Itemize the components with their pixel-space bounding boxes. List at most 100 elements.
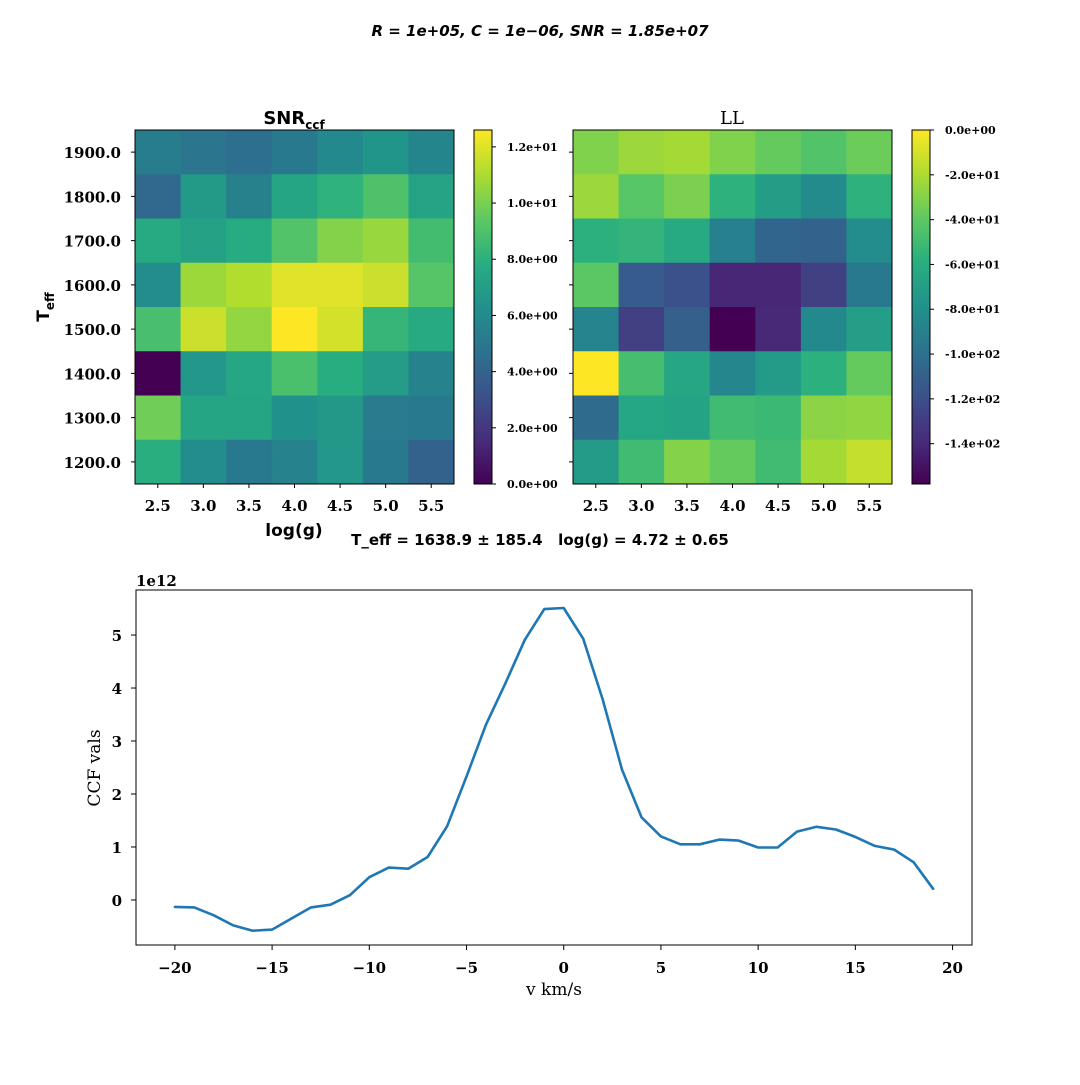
y-tick-label: 1600.0 (64, 277, 121, 295)
heatmap-cell (226, 174, 273, 219)
heatmap-cell (180, 130, 227, 175)
heatmap-cell (226, 395, 273, 441)
ll-colorbar-ticks: 0.0e+00 -2.0e+01 -4.0e+01 -6.0e+01 -8.0e+01 -… (930, 124, 1000, 451)
y-tick-label: 3 (112, 733, 122, 751)
heatmap-cell (800, 395, 847, 441)
heatmap-cell (618, 307, 665, 352)
x-tick-label: 4.5 (765, 497, 791, 515)
heatmap-cell (180, 307, 227, 352)
heatmap-cell (755, 351, 802, 396)
heatmap-cell (408, 395, 455, 441)
heatmap-cell (846, 262, 893, 308)
heatmap-cell (226, 307, 273, 352)
colorbar-tick-label: -1.2e+02 (945, 393, 1000, 406)
heatmap-cell (408, 218, 455, 264)
y-tick-label: 1300.0 (64, 410, 121, 428)
snr-ccf-cells (135, 130, 455, 485)
heatmap-cell (573, 307, 620, 352)
x-tick-label: 4.0 (719, 497, 745, 515)
ll-x-ticks: 2.5 3.0 3.5 4.0 4.5 5.0 5.5 (583, 484, 882, 515)
colorbar-tick-label: -8.0e+01 (945, 303, 1000, 316)
heatmap-cell (135, 130, 182, 175)
heatmap-cell (226, 218, 273, 264)
ccf-line (173, 606, 935, 933)
heatmap-cell (362, 439, 409, 485)
heatmap-cell (408, 174, 455, 219)
heatmap-cell (408, 439, 455, 485)
colorbar-tick-label: 4.0e+00 (507, 366, 558, 379)
heatmap-cell (618, 351, 665, 396)
x-tick-label: 3.0 (190, 497, 216, 515)
heatmap-cell (664, 395, 711, 441)
heatmap-cell (180, 262, 227, 308)
heatmap-cell (317, 174, 364, 219)
heatmap-cell (271, 307, 318, 352)
ccf-series (173, 606, 935, 933)
y-tick-label: 0 (112, 892, 122, 910)
ll-cells (573, 130, 893, 485)
heatmap-cell (226, 351, 273, 396)
y-tick-label: 4 (112, 680, 122, 698)
x-tick-label: 15 (845, 959, 866, 977)
ccf-x-ticks: −20 −15 −10 −5 0 5 10 15 20 (158, 945, 963, 977)
heatmap-cell (573, 218, 620, 264)
colorbar-tick-label: 8.0e+00 (507, 253, 558, 266)
heatmap-cell (180, 174, 227, 219)
heatmap-cell (846, 218, 893, 264)
heatmap-cell (362, 262, 409, 308)
heatmap-cell (362, 351, 409, 396)
heatmap-cell (317, 307, 364, 352)
heatmap-cell (846, 395, 893, 441)
snr-ccf-x-axis-label: log(g) (265, 521, 322, 541)
x-tick-label: −5 (455, 959, 478, 977)
x-tick-label: 5.5 (856, 497, 882, 515)
heatmap-cell (271, 262, 318, 308)
heatmap-cell (709, 218, 756, 264)
snr-ccf-colorbar-ticks: 0.0e+00 2.0e+00 4.0e+00 6.0e+00 8.0e+00 1.0e+… (492, 141, 558, 491)
heatmap-cell (755, 174, 802, 219)
heatmap-cell (664, 218, 711, 264)
heatmap-cell (317, 395, 364, 441)
x-tick-label: 2.5 (145, 497, 171, 515)
x-tick-label: 0 (559, 959, 569, 977)
y-tick-label: 2 (112, 786, 122, 804)
x-tick-label: −10 (353, 959, 386, 977)
ccf-y-axis-label: CCF vals (85, 729, 105, 806)
heatmap-cell (664, 307, 711, 352)
heatmap-cell (618, 262, 665, 308)
x-tick-label: 3.5 (236, 497, 262, 515)
heatmap-cell (573, 174, 620, 219)
heatmap-cell (362, 130, 409, 175)
heatmap-cell (271, 439, 318, 485)
heatmap-cell (618, 174, 665, 219)
heatmap-cell (362, 307, 409, 352)
snr-ccf-y-axis-label: Teff (34, 292, 57, 322)
heatmap-cell (846, 130, 893, 175)
fit-result-label: T_eff = 1638.9 ± 185.4 log(g) = 4.72 ± 0… (351, 531, 729, 549)
heatmap-cell (709, 395, 756, 441)
heatmap-cell (317, 262, 364, 308)
heatmap-cell (573, 439, 620, 485)
heatmap-cell (664, 174, 711, 219)
heatmap-cell (664, 351, 711, 396)
x-tick-label: 20 (942, 959, 963, 977)
heatmap-cell (180, 439, 227, 485)
colorbar-tick-label: -1.0e+02 (945, 348, 1000, 361)
x-tick-label: −20 (158, 959, 191, 977)
heatmap-cell (618, 439, 665, 485)
y-tick-label: 1 (112, 839, 122, 857)
heatmap-cell (271, 218, 318, 264)
heatmap-cell (755, 439, 802, 485)
ccf-line-chart: −20 −15 −10 −5 0 5 10 15 20 0 1 2 3 4 5 1e12 v km/s C… (85, 572, 973, 1000)
heatmap-cell (135, 262, 182, 308)
heatmap-cell (846, 174, 893, 219)
heatmap-cell (755, 130, 802, 175)
heatmap-cell (271, 395, 318, 441)
heatmap-cell (755, 307, 802, 352)
heatmap-cell (226, 262, 273, 308)
heatmap-cell (846, 351, 893, 396)
heatmap-cell (180, 218, 227, 264)
ccf-x-axis-label: v km/s (525, 980, 582, 1000)
heatmap-cell (408, 307, 455, 352)
